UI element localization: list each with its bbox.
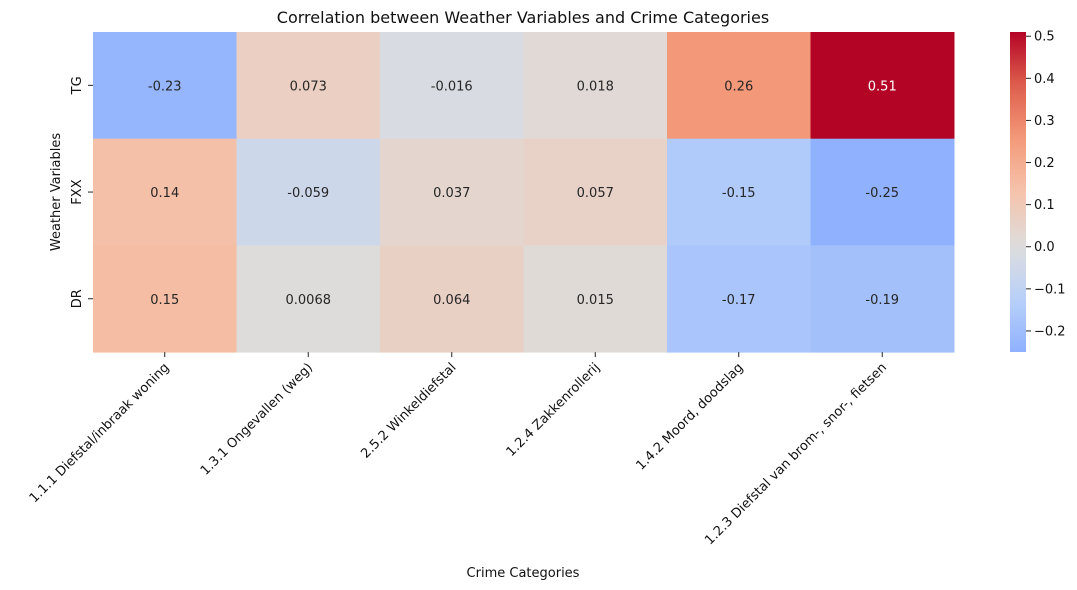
y-axis-label: Weather Variables bbox=[49, 133, 64, 252]
cell-value-label: -0.23 bbox=[148, 79, 182, 94]
x-tick-label: 2.5.2 Winkeldiefstal bbox=[358, 360, 459, 461]
cell-value-label: 0.037 bbox=[433, 186, 470, 201]
heatmap-cell bbox=[380, 245, 524, 353]
cell-value-label: 0.0068 bbox=[286, 293, 332, 308]
colorbar-tick-label: 0.4 bbox=[1034, 72, 1055, 87]
cell-value-label: 0.015 bbox=[577, 293, 614, 308]
colorbar: 0.5 0.4 0.3 0.2 0.1 0.0 −0.1 −0.2 bbox=[1010, 30, 1066, 352]
heatmap-cell bbox=[810, 138, 955, 246]
cell-value-label: 0.51 bbox=[868, 79, 897, 94]
cell-value-label: -0.15 bbox=[722, 186, 756, 201]
x-tick-label: 1.4.2 Moord, doodslag bbox=[633, 360, 746, 473]
heatmap-cell bbox=[93, 245, 237, 353]
colorbar-tick-label: −0.2 bbox=[1034, 324, 1066, 339]
heatmap-cell bbox=[236, 138, 381, 246]
colorbar-tick-label: −0.1 bbox=[1034, 282, 1066, 297]
cell-value-label: -0.25 bbox=[865, 186, 899, 201]
colorbar-gradient bbox=[1010, 32, 1026, 352]
cell-value-label: 0.018 bbox=[577, 79, 614, 94]
x-tick-labels: 1.1.1 Diefstal/inbraak woning 1.3.1 Ongev… bbox=[27, 352, 890, 548]
cell-value-label: 0.073 bbox=[290, 79, 327, 94]
heatmap-cell bbox=[236, 32, 381, 140]
heatmap-cell bbox=[810, 32, 955, 140]
y-tick-label: DR bbox=[70, 289, 85, 308]
heatmap-cell bbox=[667, 138, 811, 246]
heatmap-cell bbox=[380, 32, 524, 140]
cell-value-label: 0.14 bbox=[150, 186, 179, 201]
y-tick-label: TG bbox=[70, 76, 85, 95]
cell-value-label: -0.17 bbox=[722, 293, 756, 308]
colorbar-tick-label: 0.2 bbox=[1034, 156, 1055, 171]
x-axis-label: Crime Categories bbox=[467, 566, 580, 581]
cell-value-label: 0.26 bbox=[724, 79, 753, 94]
cell-value-label: -0.19 bbox=[865, 293, 899, 308]
colorbar-tick-label: 0.3 bbox=[1034, 114, 1055, 129]
heatmap-cell bbox=[93, 32, 237, 140]
heatmap-cell bbox=[523, 245, 668, 353]
heatmap-cell bbox=[667, 32, 811, 140]
x-tick-label: 1.3.1 Ongevallen (weg) bbox=[198, 360, 316, 478]
x-tick-label: 1.2.4 Zakkenrollerij bbox=[504, 360, 604, 460]
heatmap-cell bbox=[380, 138, 524, 246]
heatmap-cells: -0.23 0.073 -0.016 0.018 0.26 0.51 0.14 -0.059 0… bbox=[93, 32, 955, 353]
colorbar-tick-label: 0.1 bbox=[1034, 198, 1055, 213]
cell-value-label: 0.15 bbox=[150, 293, 179, 308]
x-tick-label: 1.1.1 Diefstal/inbraak woning bbox=[27, 360, 173, 506]
y-tick-labels: TG FXX DR bbox=[70, 76, 93, 308]
y-tick-label: FXX bbox=[70, 179, 85, 204]
x-tick-label: 1.2.3 Diefstal van brom-, snor-, fietsen bbox=[702, 360, 890, 548]
chart-title: Correlation between Weather Variables an… bbox=[277, 8, 769, 27]
cell-value-label: 0.057 bbox=[577, 186, 614, 201]
heatmap-cell bbox=[523, 138, 668, 246]
heatmap-cell bbox=[236, 245, 381, 353]
heatmap-cell bbox=[667, 245, 811, 353]
cell-value-label: 0.064 bbox=[433, 293, 470, 308]
colorbar-tick-label: 0.5 bbox=[1034, 30, 1055, 45]
cell-value-label: -0.016 bbox=[431, 79, 473, 94]
heatmap-cell bbox=[93, 138, 237, 246]
colorbar-tick-label: 0.0 bbox=[1034, 240, 1055, 255]
heatmap-cell bbox=[523, 32, 668, 140]
cell-value-label: -0.059 bbox=[287, 186, 329, 201]
heatmap-cell bbox=[810, 245, 955, 353]
